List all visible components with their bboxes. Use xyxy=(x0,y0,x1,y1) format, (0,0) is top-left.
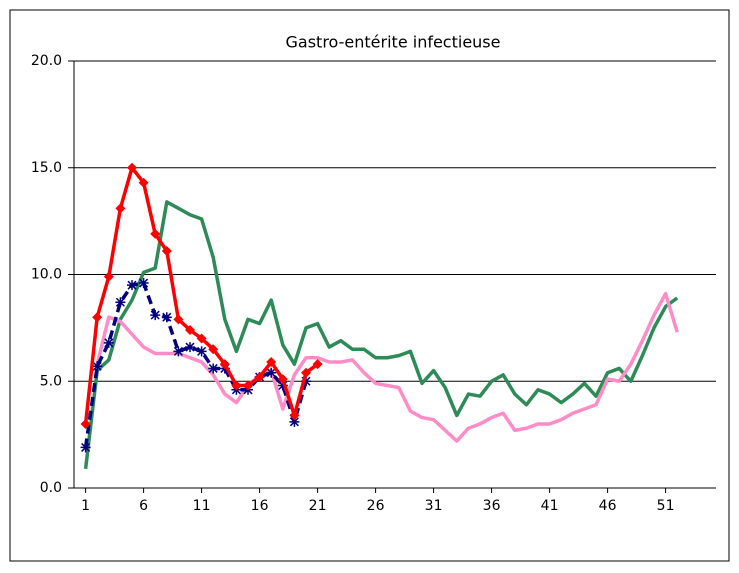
marker xyxy=(254,371,265,382)
marker xyxy=(127,280,137,291)
marker xyxy=(312,359,323,370)
series-line xyxy=(95,291,679,443)
marker xyxy=(301,367,311,378)
x-tick-label: 46 xyxy=(599,498,617,514)
y-tick-label: 15.0 xyxy=(31,160,62,176)
marker xyxy=(277,380,288,391)
marker xyxy=(196,333,207,344)
marker xyxy=(301,376,311,387)
marker xyxy=(266,357,277,368)
marker xyxy=(219,359,230,370)
chart-frame xyxy=(9,9,730,562)
marker xyxy=(173,314,184,325)
marker xyxy=(92,361,103,372)
x-tick-label: 21 xyxy=(309,498,327,514)
x-tick-label: 26 xyxy=(367,498,385,514)
y-tick-label: 20.0 xyxy=(31,53,62,69)
x-tick-label: 41 xyxy=(541,498,559,514)
marker xyxy=(161,246,172,257)
marker xyxy=(208,363,219,374)
y-tick-label: 0.0 xyxy=(40,480,62,496)
marker xyxy=(277,374,288,385)
marker xyxy=(115,297,126,308)
marker xyxy=(80,442,91,453)
chart-title: Gastro-entérite infectieuse xyxy=(286,33,501,52)
marker xyxy=(80,418,91,429)
marker xyxy=(127,162,137,173)
marker xyxy=(103,271,114,282)
marker xyxy=(231,380,242,391)
series-line xyxy=(83,200,679,469)
marker xyxy=(289,410,300,421)
marker xyxy=(208,344,219,355)
marker xyxy=(173,346,184,357)
marker xyxy=(289,416,300,427)
marker xyxy=(266,367,277,378)
marker xyxy=(196,346,207,357)
marker xyxy=(161,312,172,323)
marker xyxy=(138,177,149,188)
marker xyxy=(150,228,161,239)
y-tick-label: 5.0 xyxy=(40,373,62,389)
marker xyxy=(138,278,149,289)
marker xyxy=(185,325,195,336)
marker xyxy=(115,203,126,214)
marker xyxy=(243,380,253,391)
x-tick-label: 31 xyxy=(425,498,443,514)
marker xyxy=(103,337,114,348)
x-tick-label: 51 xyxy=(657,498,675,514)
marker xyxy=(92,312,103,323)
marker xyxy=(150,310,161,321)
x-tick-label: 6 xyxy=(139,498,148,514)
x-tick-label: 1 xyxy=(81,498,90,514)
x-tick-label: 36 xyxy=(483,498,501,514)
y-tick-label: 10.0 xyxy=(31,267,62,283)
x-tick-label: 11 xyxy=(193,498,211,514)
x-tick-label: 16 xyxy=(251,498,269,514)
marker xyxy=(185,342,195,353)
